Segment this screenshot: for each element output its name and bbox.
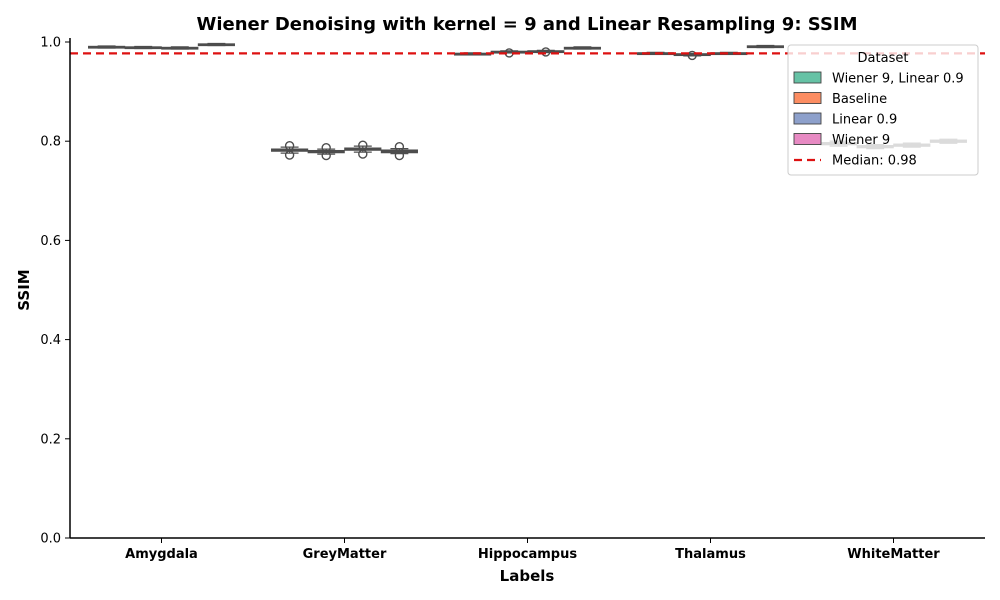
outlier-point <box>284 140 295 151</box>
legend-entry-linear-0-9: Linear 0.9 <box>793 112 897 128</box>
y-axis-label: SSIM <box>15 269 33 310</box>
outlier-point <box>321 142 331 153</box>
legend-entry-median: Median: 0.98 <box>794 154 917 169</box>
legend: Dataset Wiener 9, Linear 0.9 Baseline Line… <box>787 44 979 176</box>
legend-frame <box>787 44 979 176</box>
x-tick-label-amygdala: Amygdala <box>125 547 198 562</box>
chart-title: Wiener Denoising with kernel = 9 and Lin… <box>196 14 857 35</box>
x-tick-label-hippocampus: Hippocampus <box>478 547 577 562</box>
x-axis-label: Labels <box>500 567 555 585</box>
box-baseline-greymatter <box>307 142 345 161</box>
outlier-point <box>394 141 405 152</box>
legend-entry-wiener-9: Wiener 9 <box>793 133 890 148</box>
legend-swatch <box>793 92 822 104</box>
outlier-point <box>541 47 551 57</box>
box-wiener-9-thalamus <box>746 44 784 49</box>
legend-label: Median: 0.98 <box>832 154 917 169</box>
box-linear-0-9-amygdala <box>161 46 199 50</box>
legend-title: Dataset <box>858 51 909 66</box>
box-baseline-thalamus <box>673 50 711 61</box>
x-tick-label-greymatter: GreyMatter <box>303 547 387 562</box>
box-wiener-9-linear-0-9-amygdala <box>88 45 126 49</box>
box-linear-0-9-greymatter <box>344 140 382 159</box>
y-tick-label: 1.0 <box>40 36 61 51</box>
box-wiener-9-greymatter <box>380 141 418 161</box>
y-tick-label: 0.8 <box>40 135 61 150</box>
legend-swatch <box>793 112 822 125</box>
box-baseline-amygdala <box>124 45 162 50</box>
outlier-point <box>284 150 295 160</box>
y-tick-label: 0.6 <box>40 234 61 249</box>
x-tick-label-whitematter: WhiteMatter <box>847 547 940 562</box>
legend-entry-wiener-9-linear-0-9: Wiener 9, Linear 0.9 <box>793 71 964 87</box>
legend-entries: Wiener 9, Linear 0.9 Baseline Linear 0.9 Wi… <box>793 71 964 169</box>
legend-label: Baseline <box>832 92 887 107</box>
outlier-point <box>394 150 405 161</box>
y-tick-label: 0.0 <box>40 532 61 547</box>
x-axis-ticks: Amygdala GreyMatter Hippocampus Thalamus Whi… <box>125 538 940 562</box>
y-axis-ticks: 0.0 0.2 0.4 0.6 0.8 1.0 <box>40 36 70 547</box>
legend-swatch <box>793 133 822 145</box>
x-tick-label-thalamus: Thalamus <box>675 547 746 562</box>
legend-label: Linear 0.9 <box>832 113 897 128</box>
legend-label: Wiener 9, Linear 0.9 <box>832 72 964 87</box>
legend-label: Wiener 9 <box>832 133 890 148</box>
outlier-point <box>358 149 368 159</box>
box-wiener-9-amygdala <box>197 42 235 47</box>
legend-swatch <box>793 71 822 84</box>
box-linear-0-9-thalamus <box>710 51 748 56</box>
outlier-point <box>687 50 697 61</box>
legend-entry-baseline: Baseline <box>793 92 887 107</box>
box-wiener-9-linear-0-9-greymatter <box>271 140 309 160</box>
y-tick-label: 0.2 <box>40 432 61 447</box>
box-wiener-9-hippocampus <box>563 46 601 50</box>
outlier-point <box>358 140 368 150</box>
y-tick-label: 0.4 <box>40 333 61 348</box>
